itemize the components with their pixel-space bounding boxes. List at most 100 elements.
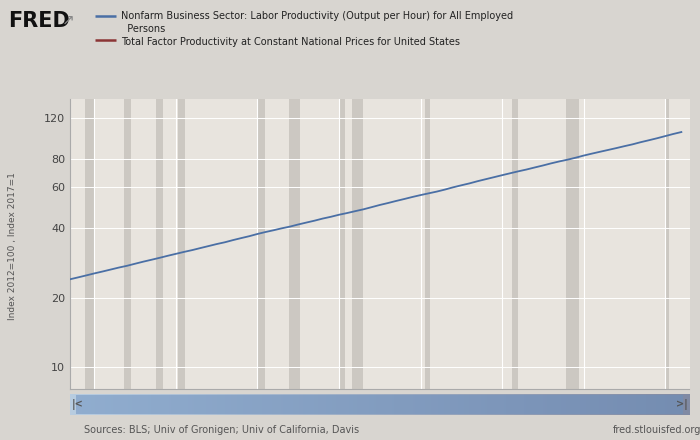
Bar: [582, 394, 584, 415]
Bar: [466, 394, 468, 415]
Bar: [357, 394, 359, 415]
Bar: [400, 394, 402, 415]
Bar: [218, 394, 220, 415]
Bar: [496, 394, 498, 415]
Bar: [666, 99, 669, 389]
Bar: [675, 394, 677, 415]
Bar: [402, 394, 405, 415]
Text: ↗: ↗: [62, 12, 74, 27]
Bar: [603, 394, 605, 415]
Bar: [85, 394, 87, 415]
Bar: [566, 99, 580, 389]
Bar: [206, 394, 209, 415]
Bar: [461, 394, 463, 415]
Bar: [326, 394, 328, 415]
Bar: [257, 99, 265, 389]
Bar: [398, 394, 400, 415]
Bar: [526, 394, 528, 415]
Bar: [522, 394, 524, 415]
Bar: [570, 394, 572, 415]
Bar: [564, 394, 566, 415]
Bar: [250, 394, 252, 415]
Bar: [78, 394, 81, 415]
Bar: [148, 394, 150, 415]
Bar: [510, 394, 512, 415]
Bar: [165, 394, 167, 415]
Bar: [340, 394, 342, 415]
Bar: [301, 394, 303, 415]
Bar: [157, 394, 159, 415]
Bar: [177, 394, 179, 415]
Bar: [196, 394, 198, 415]
Bar: [172, 394, 174, 415]
Bar: [246, 394, 248, 415]
Bar: [423, 394, 425, 415]
Bar: [426, 99, 430, 389]
Bar: [543, 394, 545, 415]
Bar: [435, 394, 438, 415]
Bar: [611, 394, 613, 415]
Bar: [103, 394, 105, 415]
Bar: [241, 394, 244, 415]
Bar: [382, 394, 384, 415]
Bar: [211, 394, 213, 415]
Bar: [440, 394, 442, 415]
Bar: [671, 394, 673, 415]
Bar: [289, 394, 291, 415]
Bar: [572, 394, 574, 415]
Bar: [181, 394, 183, 415]
Bar: [223, 394, 225, 415]
Bar: [307, 394, 309, 415]
Bar: [640, 394, 642, 415]
Bar: [481, 394, 483, 415]
Bar: [388, 394, 390, 415]
Bar: [487, 394, 489, 415]
Bar: [609, 394, 611, 415]
Bar: [361, 394, 363, 415]
Bar: [386, 394, 388, 415]
Bar: [681, 394, 683, 415]
Bar: [256, 394, 258, 415]
Bar: [531, 394, 533, 415]
Bar: [204, 394, 206, 415]
Bar: [340, 99, 344, 389]
Bar: [80, 394, 83, 415]
Bar: [138, 394, 140, 415]
Bar: [244, 394, 246, 415]
Bar: [458, 394, 461, 415]
Bar: [669, 394, 671, 415]
Bar: [270, 394, 272, 415]
Bar: [392, 394, 394, 415]
Bar: [456, 394, 459, 415]
Bar: [605, 394, 607, 415]
Bar: [491, 394, 494, 415]
Bar: [155, 394, 157, 415]
Bar: [124, 99, 131, 389]
Bar: [638, 394, 640, 415]
Bar: [183, 394, 186, 415]
Bar: [528, 394, 531, 415]
Bar: [631, 394, 634, 415]
Bar: [314, 394, 316, 415]
Bar: [107, 394, 109, 415]
Bar: [549, 394, 551, 415]
Bar: [626, 394, 628, 415]
Bar: [498, 394, 500, 415]
Bar: [120, 394, 122, 415]
Bar: [220, 394, 223, 415]
Bar: [179, 394, 181, 415]
Bar: [337, 394, 339, 415]
Bar: [584, 394, 587, 415]
Bar: [178, 99, 185, 389]
Bar: [547, 394, 549, 415]
Bar: [130, 394, 132, 415]
Bar: [216, 394, 218, 415]
Bar: [352, 99, 363, 389]
Bar: [648, 394, 650, 415]
Bar: [194, 394, 196, 415]
Bar: [150, 394, 153, 415]
Bar: [687, 394, 690, 415]
Bar: [622, 394, 624, 415]
Bar: [132, 394, 134, 415]
Bar: [142, 394, 144, 415]
